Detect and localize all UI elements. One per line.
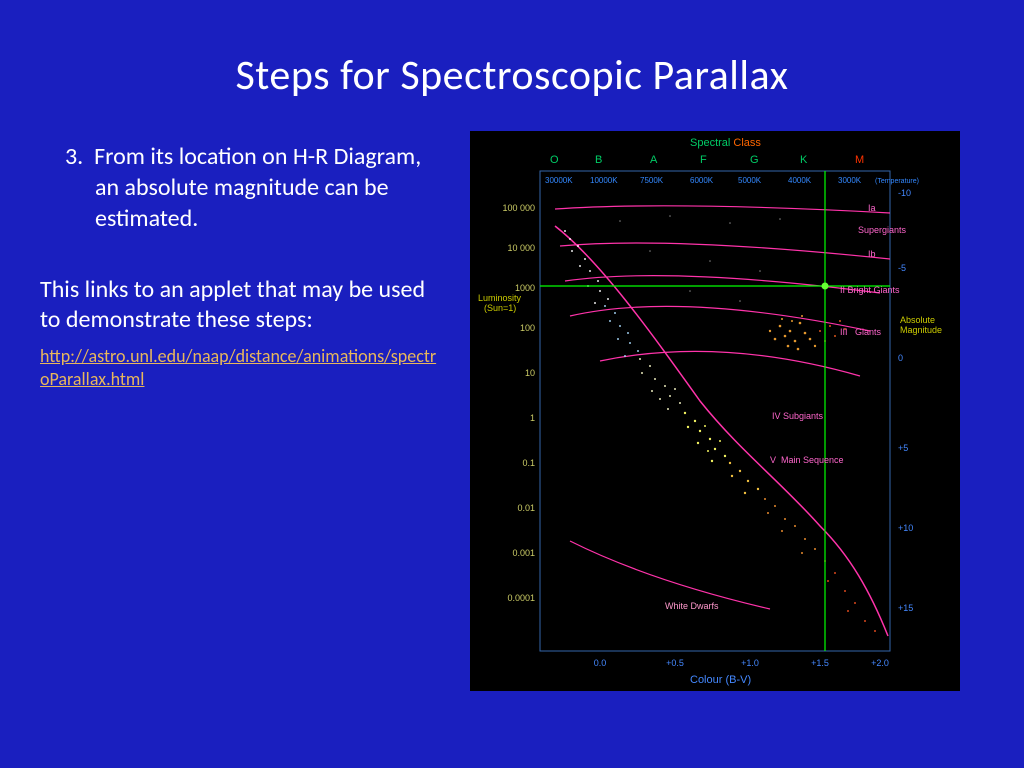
step-number: 3. bbox=[65, 142, 83, 171]
svg-text:+1.5: +1.5 bbox=[811, 658, 829, 668]
plot-border bbox=[540, 171, 890, 651]
hr-diagram-svg: Spectral Class O B A F G K M 30000K 1000… bbox=[470, 131, 960, 691]
step-paragraph: 3. From its location on H-R Diagram, an … bbox=[40, 141, 440, 235]
svg-text:M: M bbox=[855, 154, 864, 166]
bottom-axis-values: 0.0 +0.5 +1.0 +1.5 +2.0 bbox=[594, 658, 889, 668]
svg-text:+2.0: +2.0 bbox=[871, 658, 889, 668]
svg-text:0.0001: 0.0001 bbox=[507, 593, 535, 603]
svg-text:0.0: 0.0 bbox=[594, 658, 607, 668]
svg-text:+0.5: +0.5 bbox=[666, 658, 684, 668]
svg-text:White Dwarfs: White Dwarfs bbox=[665, 601, 719, 611]
svg-text:+10: +10 bbox=[898, 523, 913, 533]
intro-paragraph: This links to an applet that may be used… bbox=[40, 275, 440, 335]
svg-text:-10: -10 bbox=[898, 188, 911, 198]
svg-text:10000K: 10000K bbox=[590, 176, 618, 185]
luminosity-curves bbox=[555, 206, 890, 636]
svg-text:3000K: 3000K bbox=[838, 176, 862, 185]
svg-text:7500K: 7500K bbox=[640, 176, 664, 185]
svg-text:100: 100 bbox=[520, 323, 535, 333]
bottom-axis-title: Colour (B-V) bbox=[690, 674, 751, 686]
svg-text:V Main Sequence: V Main Sequence bbox=[770, 455, 844, 465]
luminosity-class-labels: Ia Supergiants Ib II Bright Giants III G… bbox=[665, 203, 907, 611]
left-column: 3. From its location on H-R Diagram, an … bbox=[40, 131, 440, 691]
svg-text:1000: 1000 bbox=[515, 283, 535, 293]
svg-text:F: F bbox=[700, 154, 707, 166]
svg-text:G: G bbox=[750, 154, 759, 166]
applet-link[interactable]: http://astro.unl.edu/naap/distance/anima… bbox=[40, 345, 440, 392]
top-title: Spectral Class bbox=[690, 137, 761, 149]
svg-text:30000K: 30000K bbox=[545, 176, 573, 185]
svg-text:6000K: 6000K bbox=[690, 176, 714, 185]
svg-text:(Temperature): (Temperature) bbox=[875, 178, 919, 185]
svg-text:B: B bbox=[595, 154, 602, 166]
hr-diagram: Spectral Class O B A F G K M 30000K 1000… bbox=[470, 131, 960, 691]
svg-text:O: O bbox=[550, 154, 559, 166]
svg-text:4000K: 4000K bbox=[788, 176, 812, 185]
svg-text:0.01: 0.01 bbox=[517, 503, 535, 513]
spectral-class-row: O B A F G K M bbox=[550, 154, 864, 166]
svg-text:K: K bbox=[800, 154, 808, 166]
svg-text:10: 10 bbox=[525, 368, 535, 378]
slide-title: Steps for Spectroscopic Parallax bbox=[0, 0, 1024, 101]
svg-text:-5: -5 bbox=[898, 263, 906, 273]
svg-text:1: 1 bbox=[530, 413, 535, 423]
left-axis-values: 100 000 10 000 1000 100 10 1 0.1 0.01 0.… bbox=[502, 203, 535, 603]
giant-blob bbox=[769, 315, 816, 350]
svg-text:0.1: 0.1 bbox=[522, 458, 535, 468]
right-axis-title: Absolute Magnitude bbox=[900, 315, 942, 335]
svg-text:+1.0: +1.0 bbox=[741, 658, 759, 668]
temperature-row: 30000K 10000K 7500K 6000K 5000K 4000K 30… bbox=[545, 176, 919, 185]
right-column: Spectral Class O B A F G K M 30000K 1000… bbox=[470, 131, 970, 691]
svg-text:III Giants: III Giants bbox=[840, 327, 882, 337]
svg-text:Ib: Ib bbox=[868, 249, 876, 259]
svg-text:A: A bbox=[650, 154, 658, 166]
step-text: From its location on H-R Diagram, an abs… bbox=[94, 142, 421, 233]
svg-text:5000K: 5000K bbox=[738, 176, 762, 185]
svg-text:II Bright Giants: II Bright Giants bbox=[840, 285, 900, 295]
svg-text:IV Subgiants: IV Subgiants bbox=[772, 411, 824, 421]
svg-text:100 000: 100 000 bbox=[502, 203, 535, 213]
svg-text:+15: +15 bbox=[898, 603, 913, 613]
svg-text:0: 0 bbox=[898, 353, 903, 363]
crosshair bbox=[540, 171, 890, 651]
svg-text:Supergiants: Supergiants bbox=[858, 225, 907, 235]
svg-text:Ia: Ia bbox=[868, 203, 876, 213]
left-axis-title: Luminosity (Sun=1) bbox=[478, 293, 524, 313]
svg-text:10 000: 10 000 bbox=[507, 243, 535, 253]
svg-text:+5: +5 bbox=[898, 443, 908, 453]
content-row: 3. From its location on H-R Diagram, an … bbox=[0, 101, 1024, 691]
svg-text:0.001: 0.001 bbox=[512, 548, 535, 558]
right-axis-values: -10 -5 0 +5 +10 +15 bbox=[898, 188, 913, 613]
